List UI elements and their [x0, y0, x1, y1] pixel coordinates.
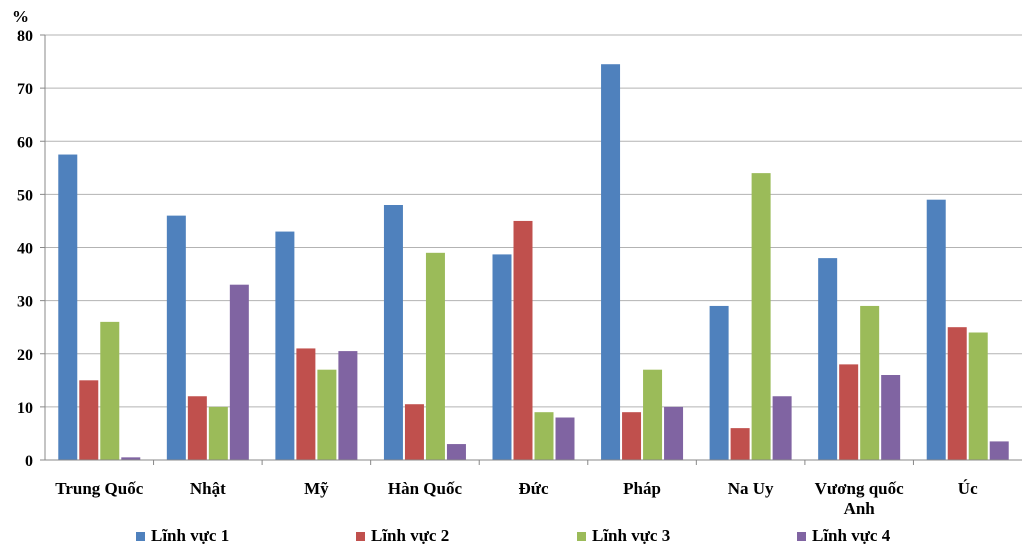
y-tick-label: 20 — [17, 347, 33, 364]
bar — [404, 404, 424, 460]
legend-label: Lĩnh vực 1 — [151, 526, 230, 545]
bar — [79, 380, 99, 460]
legend-item: Lĩnh vực 2 — [356, 526, 449, 546]
y-tick-label: 80 — [17, 28, 33, 45]
x-tick-label: Pháp — [623, 479, 661, 498]
x-tick-label: Đức — [518, 479, 548, 498]
legend-swatch — [356, 531, 365, 541]
bar — [317, 369, 337, 460]
bar — [492, 254, 512, 460]
legend-swatch — [577, 531, 586, 541]
bar-chart: % 0 10 20 30 40 50 60 70 80 Trung Quốc Nhật Mỹ Hàn … — [12, 7, 1022, 518]
bar — [446, 444, 466, 460]
x-tick-label: Nhật — [190, 479, 226, 498]
bar — [818, 258, 838, 460]
bar — [989, 441, 1009, 460]
legend: Lĩnh vực 1 Lĩnh vực 2 Lĩnh vực 3 Lĩnh vực 4 — [0, 526, 1026, 550]
bar — [664, 406, 684, 460]
bar — [121, 457, 141, 460]
y-tick-label: 10 — [17, 400, 33, 417]
y-tick-label: 40 — [17, 241, 33, 258]
bar — [425, 252, 445, 460]
bar — [275, 231, 295, 460]
bar — [881, 375, 901, 460]
x-tick-label: Mỹ — [304, 479, 329, 498]
bar — [643, 369, 663, 460]
bar — [947, 327, 967, 460]
bar — [622, 412, 642, 460]
bar — [208, 406, 228, 460]
y-tick-label: 0 — [25, 453, 33, 470]
x-tick-label: Hàn Quốc — [388, 479, 463, 498]
x-tick-label: Vương quốc Anh — [815, 479, 905, 518]
bar — [383, 205, 403, 460]
y-tick-label: 50 — [17, 187, 33, 204]
y-tick-label: 30 — [17, 294, 33, 311]
bars — [58, 64, 1009, 460]
bar — [513, 220, 533, 460]
bar — [229, 284, 249, 460]
bar — [730, 428, 750, 460]
y-axis-ticks: 0 10 20 30 40 50 60 70 80 — [17, 28, 45, 470]
legend-item: Lĩnh vực 3 — [577, 526, 670, 546]
bar — [772, 396, 792, 460]
legend-item: Lĩnh vực 4 — [797, 526, 890, 546]
bar — [166, 215, 186, 460]
bar — [839, 364, 859, 460]
x-tick-label: Trung Quốc — [55, 479, 143, 498]
axes — [44, 35, 1022, 465]
bar — [58, 154, 78, 460]
legend-label: Lĩnh vực 4 — [812, 526, 891, 545]
bar — [926, 199, 946, 460]
gridlines — [45, 34, 1022, 408]
legend-item: Lĩnh vực 1 — [136, 526, 229, 546]
bar — [860, 305, 880, 460]
bar — [709, 305, 729, 460]
y-tick-label: 60 — [17, 134, 33, 151]
legend-swatch — [136, 531, 145, 541]
bar — [968, 332, 988, 460]
legend-label: Lĩnh vực 3 — [592, 526, 671, 545]
bar — [555, 417, 575, 460]
bar — [751, 173, 771, 460]
bar — [100, 321, 120, 460]
bar — [534, 412, 554, 460]
y-unit-label: % — [12, 7, 29, 26]
legend-swatch — [797, 531, 806, 541]
x-axis-labels: Trung Quốc Nhật Mỹ Hàn Quốc Đức Pháp Na Uy Vươn… — [55, 479, 978, 518]
x-tick-label: Úc — [958, 479, 978, 498]
x-tick-label: Na Uy — [728, 479, 774, 498]
legend-label: Lĩnh vực 2 — [371, 526, 450, 545]
y-tick-label: 70 — [17, 81, 33, 98]
bar — [296, 348, 316, 460]
bar — [601, 64, 621, 460]
bar — [187, 396, 207, 460]
bar — [338, 351, 358, 460]
